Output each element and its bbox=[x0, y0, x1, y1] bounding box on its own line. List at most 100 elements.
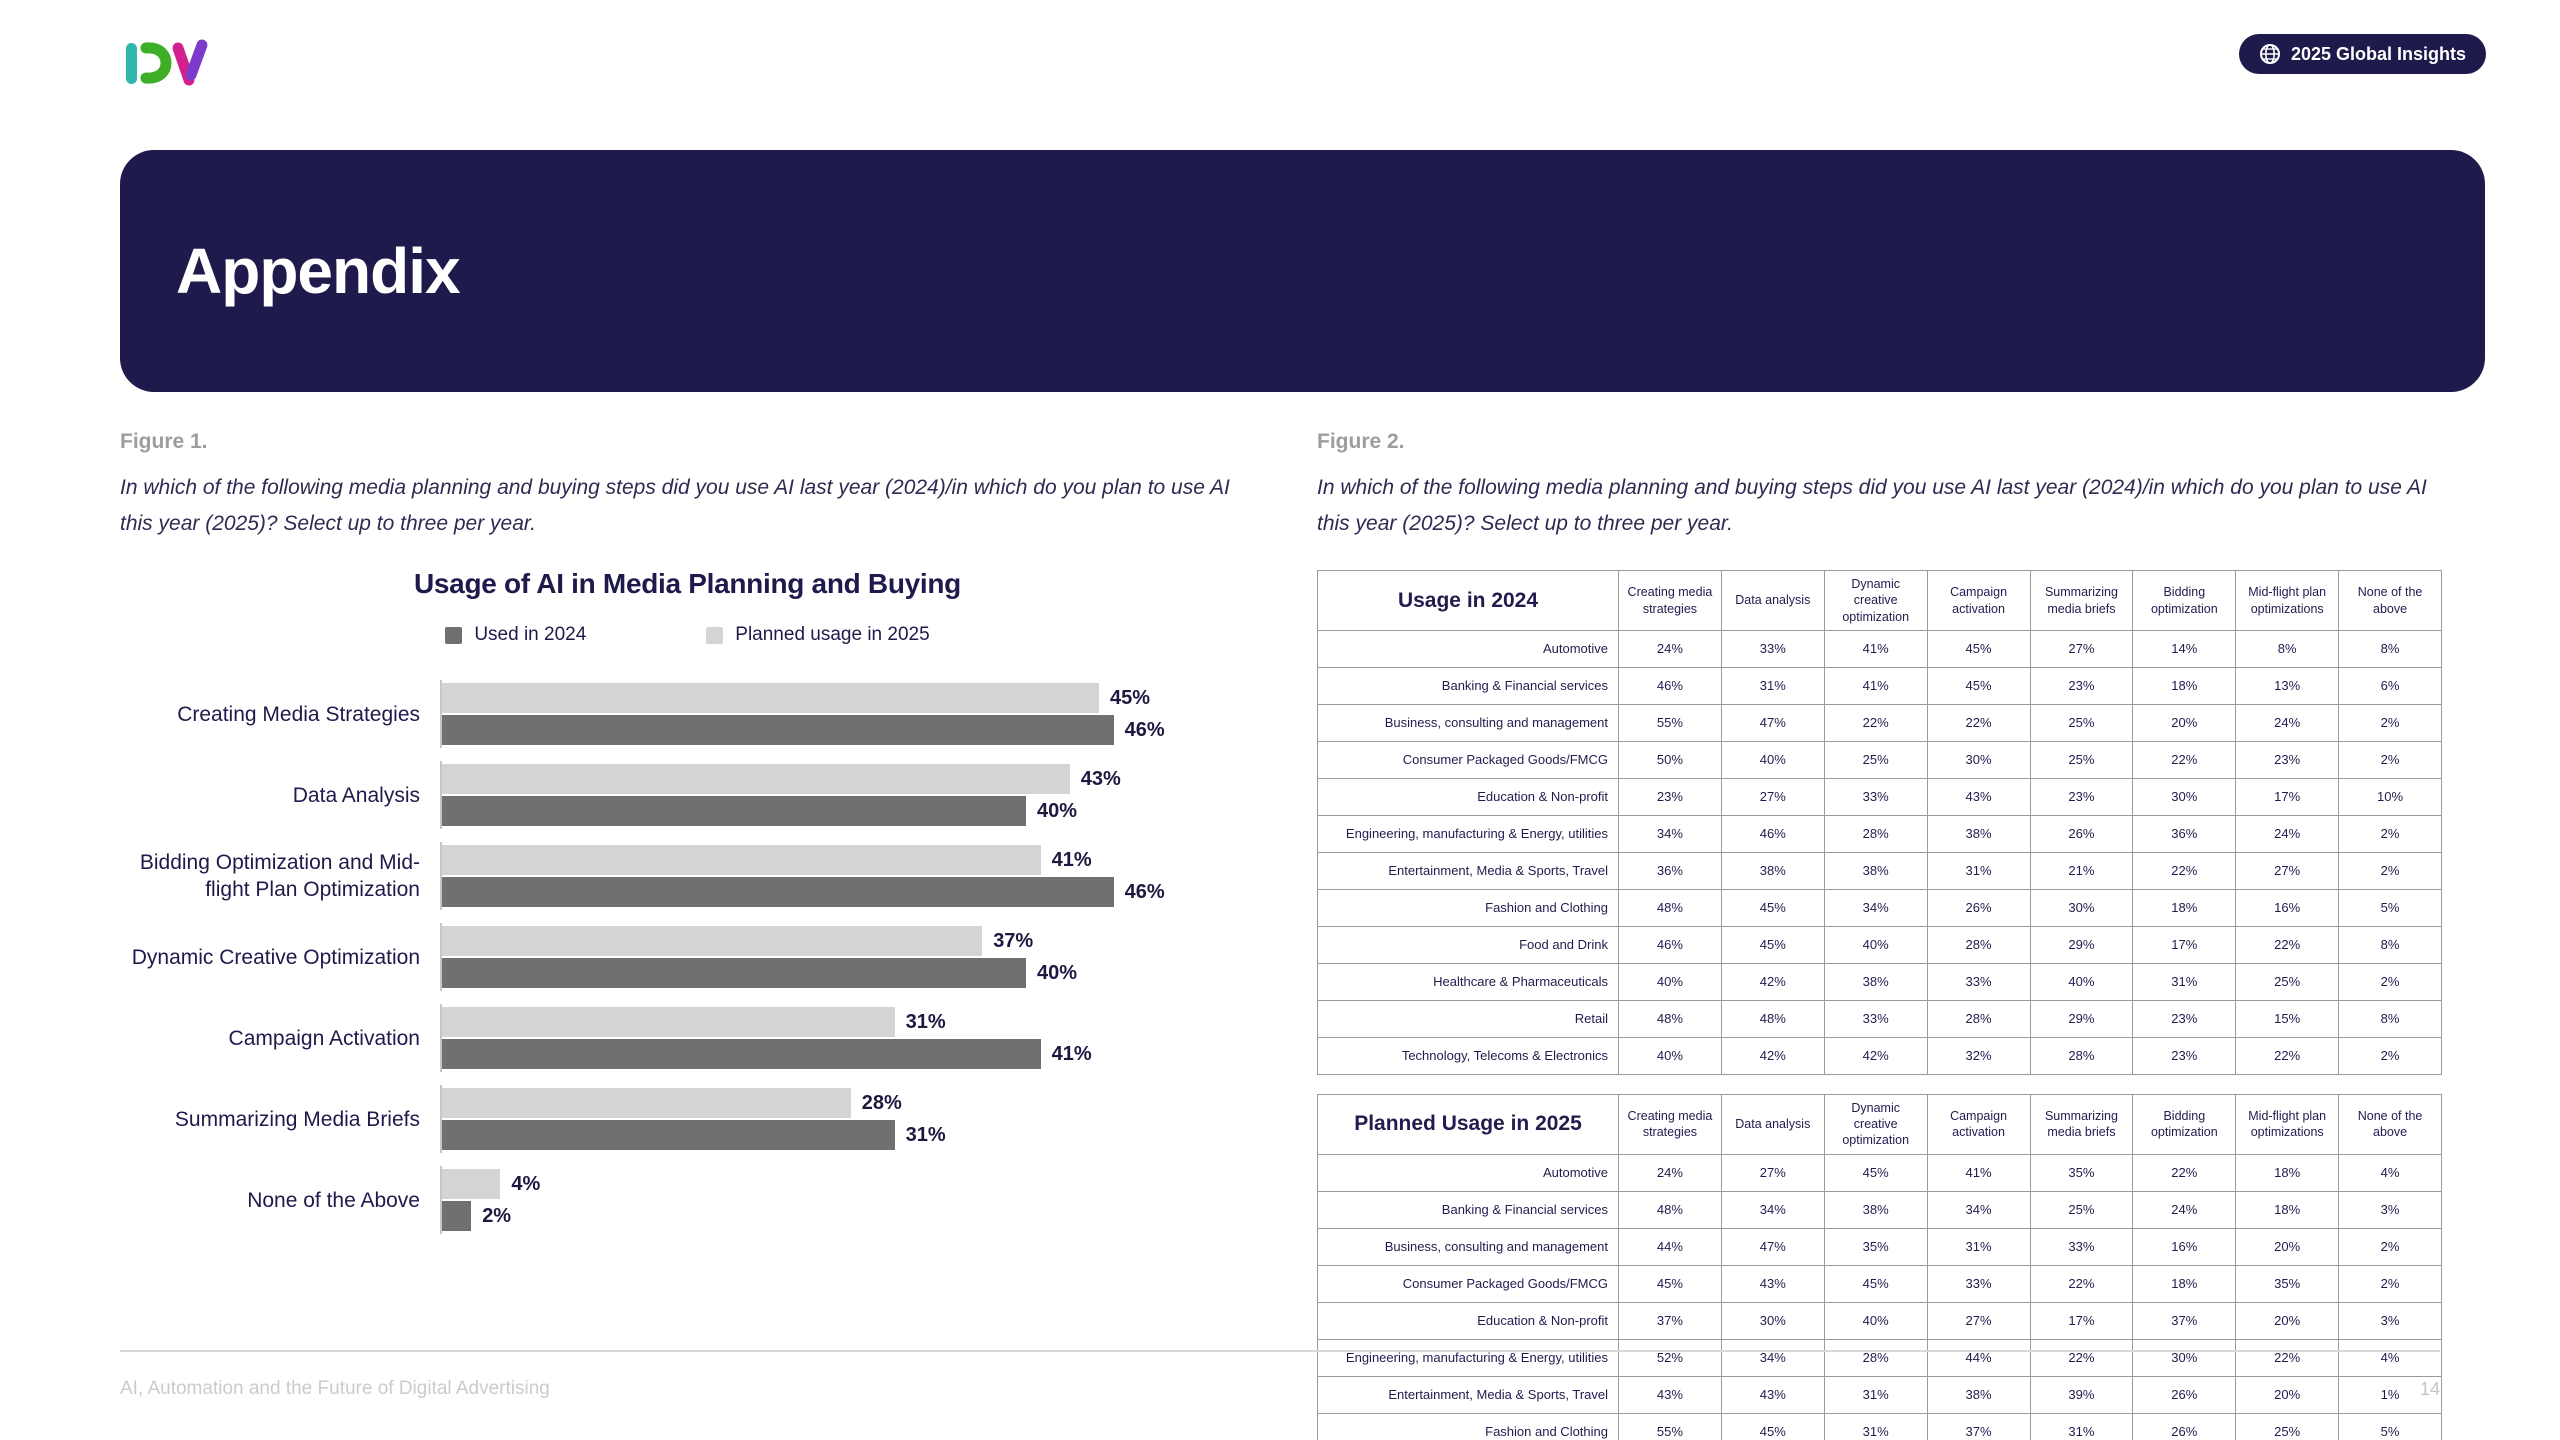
table-cell: 22% bbox=[1823, 703, 1928, 742]
table-cell: 50% bbox=[1618, 740, 1722, 779]
legend-swatch bbox=[445, 626, 463, 644]
table-cell: 27% bbox=[1720, 1153, 1825, 1192]
table-cell: 45% bbox=[1823, 1264, 1928, 1303]
table-cell: 33% bbox=[1926, 1264, 2031, 1303]
table-cell: 26% bbox=[2132, 1412, 2237, 1440]
table-row-label: Business, consulting and management bbox=[1317, 1227, 1619, 1266]
table-column-header: Creating media strategies bbox=[1618, 1093, 1722, 1155]
table-row: Healthcare & Pharmaceuticals 40% 42% 38% 33%… bbox=[1317, 962, 2442, 1001]
table-cell: 29% bbox=[2029, 999, 2134, 1038]
table-cell: 46% bbox=[1618, 925, 1722, 964]
chart-row: Campaign Activation 31% 41% bbox=[120, 1004, 1255, 1073]
table-row: Food and Drink 46% 45% 40% 28% 29% 17% 22% 8% bbox=[1317, 925, 2442, 964]
table-cell: 55% bbox=[1618, 1412, 1722, 1440]
legend-label: Planned usage in 2025 bbox=[735, 624, 930, 646]
table-cell: 30% bbox=[1926, 740, 2031, 779]
bar-line: 37% bbox=[442, 926, 1255, 957]
table-cell: 33% bbox=[2029, 1227, 2134, 1266]
figure1-label: Figure 1. bbox=[120, 430, 208, 453]
legend-label: Used in 2024 bbox=[474, 624, 587, 646]
table-cell: 18% bbox=[2132, 888, 2237, 927]
chart-category-label: Summarizing Media Briefs bbox=[174, 1107, 420, 1131]
bar-line: 40% bbox=[442, 958, 1255, 989]
table-cell: 18% bbox=[2132, 1264, 2237, 1303]
bar-value-label: 41% bbox=[1051, 1042, 1092, 1065]
table-cell: 32% bbox=[1926, 1036, 2031, 1075]
legend-swatch bbox=[706, 626, 724, 644]
table-row-label: Consumer Packaged Goods/FMCG bbox=[1317, 740, 1619, 779]
table-cell: 31% bbox=[1720, 666, 1825, 705]
table-row-label: Banking & Financial services bbox=[1317, 666, 1619, 705]
bar-used-2024 bbox=[442, 958, 1026, 989]
bar-value-label: 2% bbox=[482, 1204, 512, 1227]
bar-line: 46% bbox=[442, 715, 1255, 746]
bar-value-label: 40% bbox=[1037, 799, 1078, 822]
chart-row: None of the Above 4% 2% bbox=[120, 1166, 1255, 1235]
bar-value-label: 40% bbox=[1037, 961, 1078, 984]
bar-planned-2025 bbox=[442, 1169, 501, 1200]
table-cell: 22% bbox=[2235, 1338, 2340, 1377]
chart-bars: 4% 2% bbox=[440, 1166, 1255, 1235]
bar-line: 41% bbox=[442, 845, 1255, 876]
chart-row: Creating Media Strategies 45% 46% bbox=[120, 680, 1255, 749]
table-row: Banking & Financial services 48% 34% 38% 34%… bbox=[1317, 1190, 2442, 1229]
bar-value-label: 41% bbox=[1051, 848, 1092, 871]
table-cell: 23% bbox=[1618, 777, 1722, 816]
table-cell: 18% bbox=[2132, 666, 2237, 705]
chart-plot: Creating Media Strategies 45% 46% Data Anal… bbox=[120, 680, 1255, 1235]
table-cell: 31% bbox=[1823, 1375, 1928, 1414]
table-row-label: Retail bbox=[1317, 999, 1619, 1038]
table-cell: 38% bbox=[1823, 1190, 1928, 1229]
table-row-label: Fashion and Clothing bbox=[1317, 888, 1619, 927]
table-cell: 24% bbox=[2235, 703, 2340, 742]
table-cell: 22% bbox=[2029, 1338, 2134, 1377]
table-cell: 34% bbox=[1720, 1190, 1825, 1229]
table-row: Engineering, manufacturing & Energy, uti… bbox=[1317, 1338, 2442, 1377]
table-cell: 36% bbox=[1618, 851, 1722, 890]
table-cell: 45% bbox=[1720, 888, 1825, 927]
table-cell: 2% bbox=[2338, 703, 2442, 742]
table-title: Usage in 2024 bbox=[1317, 570, 1619, 631]
chart-category-label: Campaign Activation bbox=[228, 1026, 420, 1050]
table-column-header: None of the above bbox=[2338, 570, 2442, 631]
table-row-label: Business, consulting and management bbox=[1317, 703, 1619, 742]
tables-container: Usage in 2024 Creating media strategies Da… bbox=[1317, 570, 2442, 1440]
table-cell: 17% bbox=[2235, 777, 2340, 816]
table-cell: 41% bbox=[1926, 1153, 2031, 1192]
chart-row: Summarizing Media Briefs 28% 31% bbox=[120, 1085, 1255, 1154]
table-cell: 46% bbox=[1618, 666, 1722, 705]
usage-2024-table-slot: Usage in 2024 Creating media strategies Da… bbox=[1317, 570, 2442, 1075]
table-cell: 37% bbox=[1926, 1412, 2031, 1440]
table-cell: 40% bbox=[1618, 962, 1722, 1001]
table-cell: 8% bbox=[2235, 629, 2340, 668]
table-body: Automotive 24% 33% 41% 45% 27% 14% 8% 8% Banking … bbox=[1317, 629, 2442, 1075]
bar-line: 28% bbox=[442, 1088, 1255, 1119]
chart-category-label: Creating Media Strategies bbox=[177, 702, 420, 726]
table-cell: 18% bbox=[2235, 1153, 2340, 1192]
table-body: Automotive 24% 27% 45% 41% 35% 22% 18% 4% Banking… bbox=[1317, 1153, 2442, 1440]
table-row-label: Engineering, manufacturing & Energy, uti… bbox=[1317, 814, 1619, 853]
table-cell: 2% bbox=[2338, 1264, 2442, 1303]
bar-line: 40% bbox=[442, 796, 1255, 827]
bar-value-label: 46% bbox=[1124, 718, 1165, 741]
usage-2024-table: Usage in 2024 Creating media strategies Da… bbox=[1317, 570, 2442, 1075]
top-bar: 2025 Global Insights bbox=[120, 34, 2486, 92]
table-cell: 45% bbox=[1926, 629, 2031, 668]
table-cell: 24% bbox=[2132, 1190, 2237, 1229]
table-cell: 27% bbox=[1926, 1301, 2031, 1340]
table-row: Engineering, manufacturing & Energy, uti… bbox=[1317, 814, 2442, 853]
page-number: 14 bbox=[2419, 1378, 2440, 1399]
table-cell: 40% bbox=[1618, 1036, 1722, 1075]
table-cell: 30% bbox=[2029, 888, 2134, 927]
table-row: Consumer Packaged Goods/FMCG 50% 40% 25% 30%… bbox=[1317, 740, 2442, 779]
table-column-header: Summarizing media briefs bbox=[2029, 570, 2134, 631]
table-cell: 34% bbox=[1618, 814, 1722, 853]
table-row: Banking & Financial services 46% 31% 41% 45%… bbox=[1317, 666, 2442, 705]
table-cell: 22% bbox=[2235, 925, 2340, 964]
global-insights-badge: 2025 Global Insights bbox=[2238, 34, 2486, 74]
bar-line: 45% bbox=[442, 683, 1255, 714]
table-cell: 21% bbox=[2029, 851, 2134, 890]
bar-used-2024 bbox=[442, 796, 1026, 827]
table-cell: 35% bbox=[1823, 1227, 1928, 1266]
table-cell: 22% bbox=[2132, 740, 2237, 779]
